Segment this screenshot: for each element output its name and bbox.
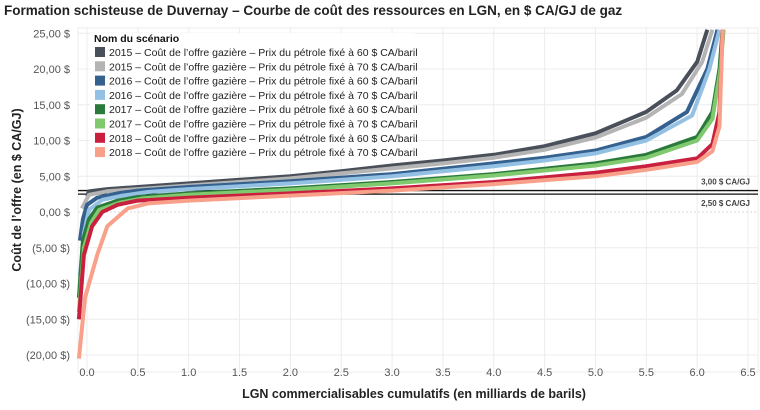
legend-swatch xyxy=(95,89,105,100)
axis-ticks: 0.0 0.5 1.0 1.5 2.0 2.5 3.0 3.5 4.0 4.5 5.0 5.5 6.0 6… xyxy=(26,28,756,379)
x-axis-label: LGN commercialisables cumulatifs (en mil… xyxy=(242,387,586,401)
legend-label: 2016 – Coût de l’offre gazière – Prix du… xyxy=(109,76,418,88)
x-tick-label: 5.5 xyxy=(639,367,654,379)
y-tick-label: 10,00 $ xyxy=(33,136,70,148)
y-tick-label: 15,00 $ xyxy=(33,100,70,112)
x-tick-label: 1.0 xyxy=(181,367,196,379)
legend-title: Nom du scénario xyxy=(94,33,179,45)
y-tick-label: 5,00 $ xyxy=(39,171,70,183)
series-line xyxy=(77,29,720,241)
chart-title: Formation schisteuse de Duvernay – Courb… xyxy=(4,3,623,18)
series-line xyxy=(85,29,710,198)
x-tick-label: 0.5 xyxy=(130,367,145,379)
y-tick-label: 0,00 $ xyxy=(39,207,70,219)
x-tick-label: 2.0 xyxy=(283,367,298,379)
plot-area xyxy=(77,27,759,373)
legend-swatch xyxy=(95,132,105,143)
x-tick-label: 6.0 xyxy=(690,367,705,379)
reference-line-label: 3,00 $ CA/GJ xyxy=(701,178,750,187)
x-tick-label: 6.5 xyxy=(740,367,755,379)
y-tick-label: (20,00 $) xyxy=(26,350,70,362)
legend-swatch xyxy=(95,104,105,115)
series-line xyxy=(77,29,722,277)
y-axis-label: Coût de l’offre (en $ CA/GJ) xyxy=(10,108,24,271)
x-tick-label: 4.5 xyxy=(537,367,552,379)
y-tick-label: (5,00 $) xyxy=(32,243,70,255)
x-tick-label: 5.0 xyxy=(588,367,603,379)
y-tick-label: 20,00 $ xyxy=(33,64,70,76)
legend-label: 2018 – Coût de l’offre gazière – Prix du… xyxy=(109,133,418,145)
x-tick-label: 0.0 xyxy=(79,367,94,379)
x-tick-label: 1.5 xyxy=(232,367,247,379)
legend-swatch xyxy=(95,47,105,57)
series-line xyxy=(80,29,715,210)
series-lines xyxy=(76,29,726,359)
legend-swatch xyxy=(95,147,105,158)
legend-swatch xyxy=(95,61,105,72)
series-line xyxy=(76,29,726,313)
legend-label: 2015 – Coût de l’offre gazière – Prix du… xyxy=(109,61,418,73)
legend-label: 2015 – Coût de l’offre gazière – Prix du… xyxy=(109,47,418,59)
y-tick-label: (10,00 $) xyxy=(26,279,70,291)
series-line xyxy=(76,29,725,359)
series-line xyxy=(76,29,725,320)
legend-label: 2018 – Coût de l’offre gazière – Prix du… xyxy=(109,147,418,159)
legend-swatch xyxy=(95,118,105,129)
legend-label: 2016 – Coût de l’offre gazière – Prix du… xyxy=(109,90,418,102)
y-tick-label: 25,00 $ xyxy=(33,28,70,40)
x-tick-label: 3.5 xyxy=(435,367,450,379)
legend-swatch xyxy=(95,75,105,86)
legend-label: 2017 – Coût de l’offre gazière – Prix du… xyxy=(109,119,418,131)
x-tick-label: 4.0 xyxy=(486,367,501,379)
legend-label: 2017 – Coût de l’offre gazière – Prix du… xyxy=(109,104,418,116)
legend-background xyxy=(90,33,415,158)
x-tick-label: 2.5 xyxy=(334,367,349,379)
legend: Nom du scénario 2015 – Coût de l’offre ga… xyxy=(90,33,418,159)
y-tick-label: (15,00 $) xyxy=(26,314,70,326)
x-tick-label: 3.0 xyxy=(384,367,399,379)
reference-line-label: 2,50 $ CA/GJ xyxy=(701,199,750,208)
